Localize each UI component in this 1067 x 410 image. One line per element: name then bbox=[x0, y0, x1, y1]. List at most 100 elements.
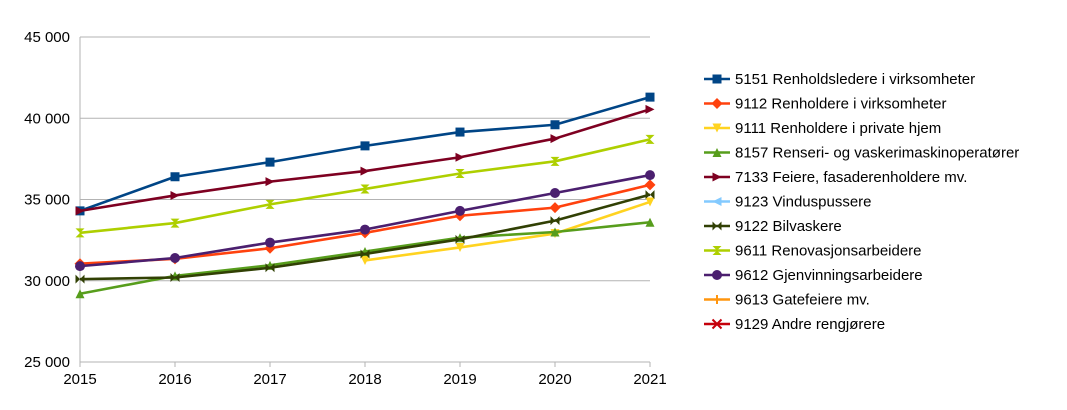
data-point bbox=[645, 197, 655, 207]
series-4 bbox=[75, 104, 655, 216]
data-point bbox=[265, 157, 275, 167]
series-line bbox=[79, 95, 651, 213]
legend-item: 7133 Feiere, fasaderenholdere mv. bbox=[704, 169, 967, 186]
x-tick-label: 2015 bbox=[63, 371, 96, 388]
legend-item: 9611 Renovasjonsarbeidere bbox=[704, 243, 922, 260]
data-point bbox=[75, 274, 85, 284]
legend-label: 9611 Renovasjonsarbeidere bbox=[735, 243, 922, 260]
data-point bbox=[265, 237, 275, 248]
data-point bbox=[550, 120, 560, 130]
data-point bbox=[550, 227, 560, 237]
legend-item: 5151 Renholdsledere i virksomheter bbox=[704, 71, 975, 88]
y-tick-label: 25 000 bbox=[24, 354, 70, 371]
legend-item: 9111 Renholdere i private hjem bbox=[704, 120, 941, 137]
legend-label: 8157 Renseri- og vaskerimaskinoperatører bbox=[735, 145, 1019, 162]
data-point bbox=[360, 184, 370, 194]
data-point bbox=[712, 172, 722, 182]
data-point bbox=[360, 249, 370, 259]
legend-item: 9613 Gatefeiere mv. bbox=[704, 292, 870, 309]
data-point bbox=[170, 253, 180, 263]
legend-label: 9129 Andre rengjørere bbox=[735, 316, 885, 333]
data-point bbox=[712, 246, 722, 255]
data-point bbox=[712, 148, 722, 157]
series-7 bbox=[75, 134, 655, 238]
data-point bbox=[645, 170, 655, 181]
data-point bbox=[712, 197, 722, 206]
series-6 bbox=[75, 190, 655, 284]
data-point bbox=[360, 224, 370, 235]
legend-item: 9122 Bilvaskere bbox=[704, 218, 842, 235]
y-tick-label: 35 000 bbox=[24, 192, 70, 209]
legend-item: 9129 Andre rengjørere bbox=[704, 316, 885, 333]
data-point bbox=[549, 202, 561, 214]
legend-item: 9123 Vinduspussere bbox=[704, 194, 872, 211]
data-point bbox=[455, 127, 465, 137]
x-tick-label: 2020 bbox=[538, 371, 571, 388]
data-point bbox=[170, 172, 180, 182]
x-tick-label: 2017 bbox=[253, 371, 286, 388]
y-tick-label: 45 000 bbox=[24, 29, 70, 46]
data-point bbox=[712, 74, 722, 84]
data-point bbox=[455, 205, 465, 216]
x-tick-label: 2021 bbox=[633, 371, 666, 388]
data-point bbox=[711, 318, 723, 330]
data-point bbox=[550, 156, 560, 166]
legend-label: 9112 Renholdere i virksomheter bbox=[735, 96, 947, 113]
x-tick-label: 2016 bbox=[158, 371, 191, 388]
data-point bbox=[550, 134, 560, 144]
data-point bbox=[265, 263, 275, 273]
legend-item: 9112 Renholdere i virksomheter bbox=[704, 96, 947, 113]
data-point bbox=[645, 104, 655, 114]
series-lines bbox=[74, 92, 656, 299]
data-point bbox=[360, 255, 370, 265]
y-tick-label: 40 000 bbox=[24, 110, 70, 127]
axes: 25 000 30 000 35 000 40 000 45 000 2015 2016 20… bbox=[24, 29, 667, 388]
marker-stroke bbox=[711, 318, 723, 330]
data-point bbox=[360, 141, 370, 151]
data-point bbox=[645, 217, 655, 227]
data-point bbox=[360, 166, 370, 176]
legend: 5151 Renholdsledere i virksomheter 9112 R… bbox=[704, 71, 1019, 333]
legend-label: 9111 Renholdere i private hjem bbox=[735, 120, 941, 137]
data-point bbox=[455, 234, 465, 244]
data-point bbox=[170, 273, 180, 282]
legend-label: 9612 Gjenvinningsarbeidere bbox=[735, 267, 923, 284]
data-point bbox=[645, 92, 655, 102]
legend-item: 9612 Gjenvinningsarbeidere bbox=[704, 267, 923, 284]
data-point bbox=[170, 190, 180, 200]
data-point bbox=[645, 190, 655, 200]
x-tick-label: 2019 bbox=[443, 371, 476, 388]
data-point bbox=[712, 221, 722, 231]
series-line bbox=[364, 200, 651, 262]
data-point bbox=[711, 98, 723, 109]
data-point bbox=[455, 169, 465, 178]
legend-label: 5151 Renholdsledere i virksomheter bbox=[735, 71, 975, 88]
data-point bbox=[455, 242, 465, 252]
data-point bbox=[75, 261, 85, 272]
data-point bbox=[644, 179, 656, 191]
data-point bbox=[75, 289, 85, 299]
data-point bbox=[550, 188, 560, 198]
data-point bbox=[645, 134, 655, 144]
data-point bbox=[455, 152, 465, 162]
data-point bbox=[75, 206, 85, 216]
x-tick-label: 2018 bbox=[348, 371, 381, 388]
data-point bbox=[170, 218, 180, 228]
data-point bbox=[265, 199, 275, 209]
series-8 bbox=[75, 170, 655, 272]
series-0 bbox=[75, 92, 655, 216]
data-point bbox=[712, 123, 722, 133]
legend-label: 9613 Gatefeiere mv. bbox=[735, 292, 870, 309]
legend-item: 8157 Renseri- og vaskerimaskinoperatører bbox=[704, 145, 1019, 162]
legend-label: 9123 Vinduspussere bbox=[735, 194, 872, 211]
data-point bbox=[712, 295, 722, 304]
data-point bbox=[75, 228, 85, 238]
gridlines bbox=[79, 36, 650, 363]
data-point bbox=[265, 177, 275, 187]
data-point bbox=[712, 270, 722, 280]
legend-label: 9122 Bilvaskere bbox=[735, 218, 842, 235]
legend-label: 7133 Feiere, fasaderenholdere mv. bbox=[735, 169, 967, 186]
data-point bbox=[550, 216, 560, 226]
